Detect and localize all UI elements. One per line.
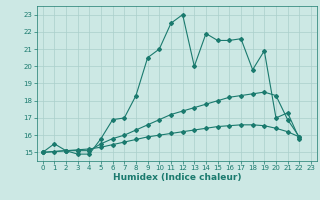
X-axis label: Humidex (Indice chaleur): Humidex (Indice chaleur) xyxy=(113,173,241,182)
